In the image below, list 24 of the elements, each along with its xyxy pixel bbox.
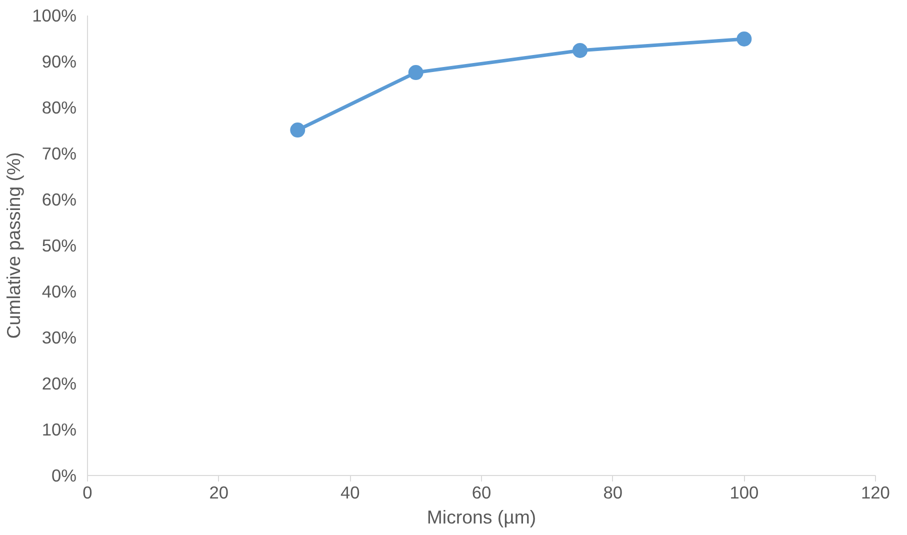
x-tick-label: 60 <box>472 482 492 502</box>
y-tick-label: 80% <box>42 98 77 118</box>
y-tick-label: 10% <box>42 420 77 440</box>
y-tick-label: 90% <box>42 52 77 72</box>
y-tick-label: 70% <box>42 144 77 164</box>
y-tick-label: 0% <box>51 466 76 486</box>
y-tick-label: 30% <box>42 328 77 348</box>
y-tick-label: 40% <box>42 282 77 302</box>
x-tick-label: 120 <box>861 482 890 502</box>
point <box>290 122 306 138</box>
x-tick-label: 0 <box>82 482 92 502</box>
y-tick-label: 100% <box>32 6 77 26</box>
point <box>736 31 752 46</box>
y-tick-label: 50% <box>42 236 77 256</box>
x-tick-label: 40 <box>340 482 360 502</box>
y-tick-label: 60% <box>42 190 77 210</box>
x-tick-label: 80 <box>603 482 622 502</box>
x-axis-title: Microns (µm) <box>426 506 536 528</box>
point <box>572 42 588 58</box>
x-tick-label: 100 <box>730 482 759 502</box>
y-axis-title: Cumlative passing (%) <box>3 152 24 339</box>
point <box>408 65 424 80</box>
x-tick-label: 20 <box>209 482 228 502</box>
y-tick-label: 20% <box>42 374 77 394</box>
